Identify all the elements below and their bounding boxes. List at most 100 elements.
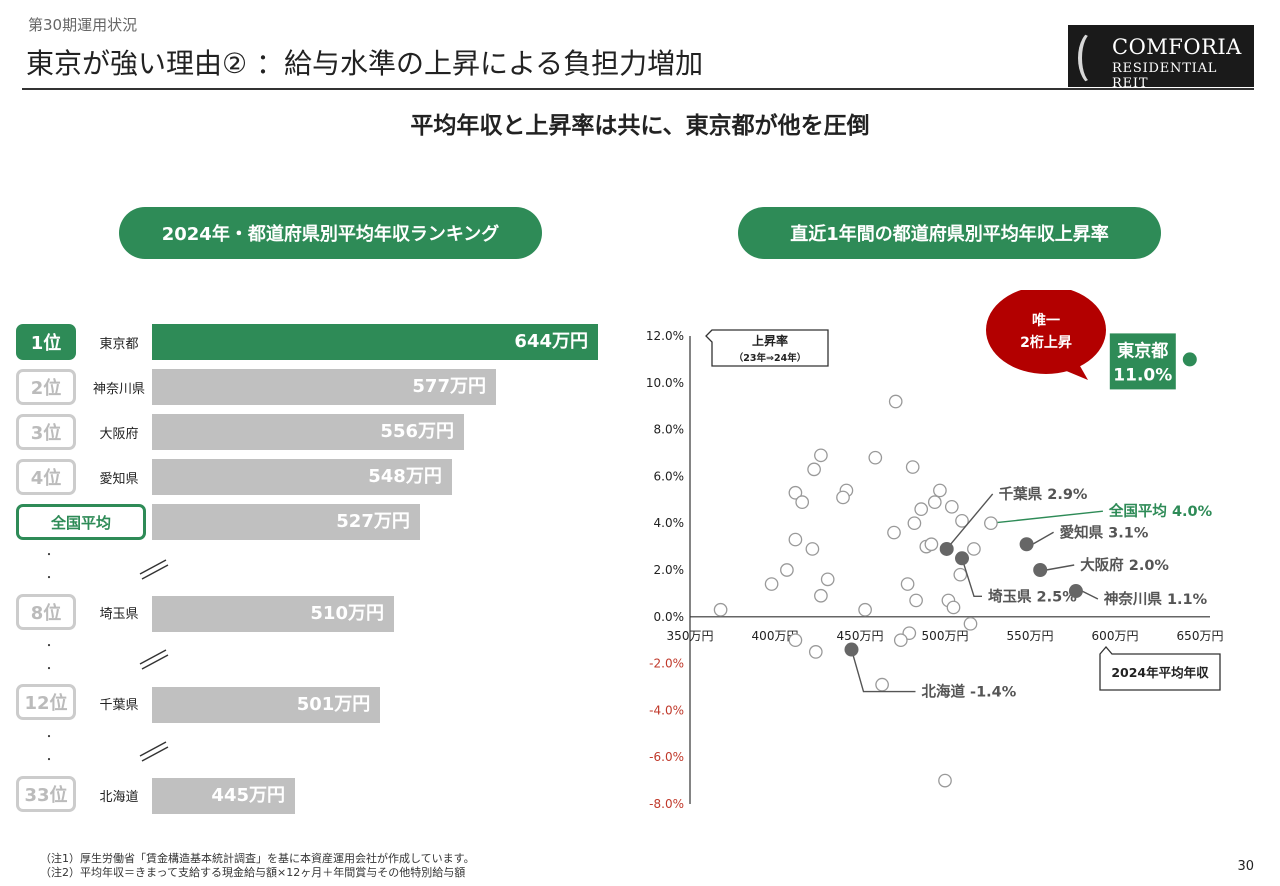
axis-break-icon <box>139 649 169 670</box>
scatter-point <box>900 577 915 591</box>
scatter-point <box>905 460 920 474</box>
highlighted-point <box>844 642 859 657</box>
tokyo-label-name: 東京都 <box>1117 340 1168 361</box>
rank-badge: 2位 <box>16 369 76 405</box>
page-title: 東京が強い理由② ：給与水準の上昇による負担力増加 <box>26 47 704 80</box>
prefecture-label: 神奈川県 <box>92 382 145 397</box>
scatter-point <box>814 448 828 463</box>
scatter-point <box>805 542 820 556</box>
highlighted-point <box>1019 537 1034 552</box>
bar: 577万円 <box>152 369 496 405</box>
bar: 548万円 <box>152 459 452 495</box>
highlighted-point <box>955 551 969 566</box>
footnote-2: （注2）平均年収＝きまって支給する現金給与額×12ヶ月＋年間賞与その他特別給与額 <box>40 866 466 879</box>
national-average-point <box>984 516 998 531</box>
prefecture-label: 北海道 <box>99 790 139 805</box>
scatter-point <box>875 677 889 692</box>
bar: 527万円 <box>152 504 420 540</box>
scatter-point <box>788 633 803 648</box>
scatter-point <box>780 563 794 577</box>
highlighted-point <box>1033 563 1048 577</box>
scatter-point <box>938 773 952 788</box>
rank-badge: 1位 <box>16 324 76 360</box>
y-tick-label: 2.0% <box>654 563 685 577</box>
rank-badge: 4位 <box>16 459 76 495</box>
comforia-logo: COMFORIA RESIDENTIAL REIT <box>1068 25 1254 91</box>
scatter-point <box>887 525 901 540</box>
ellipsis-dot: ・ <box>44 755 54 766</box>
leader-line <box>1081 590 1099 600</box>
bar-value-label: 445万円 <box>211 785 285 806</box>
slide-subtitle: 平均年収と上昇率は共に、東京都が他を圧倒 <box>410 113 870 139</box>
x-tick-label: 450万円 <box>837 629 884 643</box>
x-tick-label: 500万円 <box>922 629 969 643</box>
prefecture-label: 東京都 <box>99 337 139 352</box>
scatter-plot-area: 12.0% 10.0% 8.0% 6.0% 4.0% 2.0% 0.0% -2.0% -4.0%… <box>646 329 1224 811</box>
y-axis-title: 上昇率 <box>752 333 788 348</box>
scatter-point <box>814 588 828 603</box>
scatter-point <box>967 542 981 556</box>
scatter-point <box>914 502 929 517</box>
scatter-point <box>820 572 835 587</box>
y-tick-label: -8.0% <box>649 797 684 811</box>
scatter-point <box>795 495 810 509</box>
point-label: 愛知県 3.1% <box>1060 523 1149 541</box>
x-axis-title-box: 2024年平均年収 <box>1099 646 1221 691</box>
bar-value-label: 577万円 <box>412 376 486 397</box>
rank-badge: 8位 <box>16 594 76 630</box>
title-divider <box>22 88 1254 90</box>
growth-section-title: 直近1年間の都道府県別平均年収上昇率 <box>738 207 1161 259</box>
tokyo-point <box>1182 352 1197 367</box>
bar: 510万円 <box>152 596 394 632</box>
highlighted-point <box>1068 584 1083 599</box>
point-label: 埼玉県 2.5% <box>988 588 1077 605</box>
point-label: 千葉県 2.9% <box>999 485 1088 503</box>
scatter-point <box>858 602 872 617</box>
point-label: 神奈川県 1.1% <box>1104 590 1208 608</box>
ellipsis-dot: ・ <box>44 641 54 652</box>
national-average-badge: 全国平均 <box>16 504 146 540</box>
bar-value-label: 527万円 <box>336 511 410 532</box>
y-tick-label: 10.0% <box>646 376 684 390</box>
y-tick-label: 4.0% <box>654 516 685 530</box>
x-tick-label: 400万円 <box>752 629 799 643</box>
scatter-point <box>868 450 883 465</box>
scatter-point <box>893 633 908 648</box>
point-label: 北海道 -1.4% <box>922 683 1017 701</box>
scatter-point <box>907 516 922 531</box>
bar-value-label: 501万円 <box>296 694 371 715</box>
income-growth-scatter-chart: 上昇率 （23年⇒24年） 2024年平均年収 唯一 2桁上昇 12.0% 10.… <box>646 290 1224 811</box>
scatter-point <box>909 593 923 608</box>
scatter-point <box>944 499 959 514</box>
leader-line <box>850 649 916 693</box>
page-number: 30 <box>1237 859 1254 874</box>
ellipsis-dot: ・ <box>44 573 54 584</box>
y-tick-label: -2.0% <box>649 657 684 671</box>
x-axis-title: 2024年平均年収 <box>1111 665 1209 680</box>
ranking-section-title: 2024年・都道府県別平均年収ランキング <box>119 207 542 259</box>
scatter-point <box>955 514 969 528</box>
axis-break-icon <box>139 559 169 580</box>
y-axis-title-box: 上昇率 （23年⇒24年） <box>705 329 829 367</box>
scatter-point <box>808 645 823 659</box>
scatter-point <box>888 394 903 409</box>
y-tick-label: 6.0% <box>654 469 685 483</box>
bar-value-label: 548万円 <box>368 466 442 487</box>
scatter-point <box>927 495 942 509</box>
leader-line <box>990 510 1103 524</box>
scatter-point <box>924 537 939 552</box>
bar: 445万円 <box>152 778 295 814</box>
scatter-point <box>764 577 779 591</box>
rank-badge: 33位 <box>16 776 76 812</box>
y-tick-label: -4.0% <box>649 703 684 717</box>
leader-line <box>1032 531 1054 545</box>
bar: 556万円 <box>152 414 464 450</box>
period-label: 第30期運用状況 <box>28 16 138 34</box>
prefecture-label: 愛知県 <box>99 472 139 487</box>
prefecture-label: 埼玉県 <box>99 607 139 622</box>
rank-badge: 3位 <box>16 414 76 450</box>
scatter-point <box>963 616 978 631</box>
bar-value-label: 644万円 <box>514 331 588 352</box>
leader-line <box>961 558 982 597</box>
logo-line1: COMFORIA <box>1112 35 1242 59</box>
